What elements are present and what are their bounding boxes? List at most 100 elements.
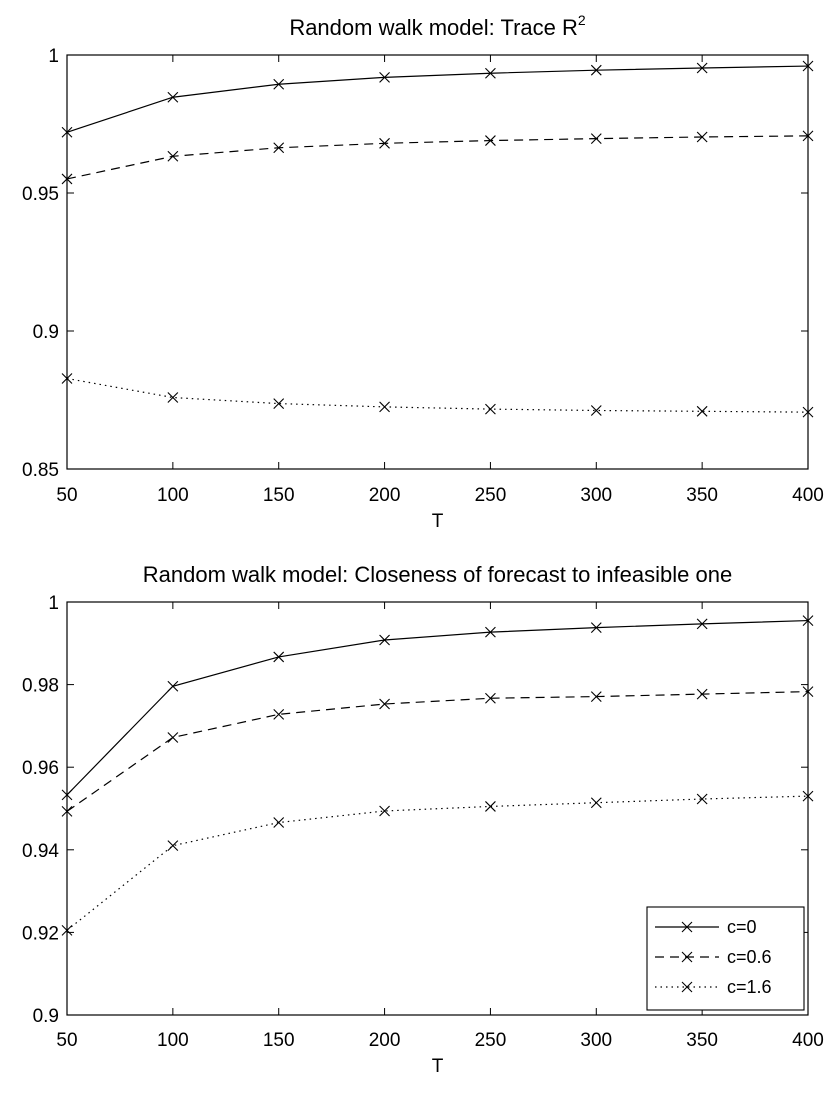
legend-label: c=1.6 xyxy=(727,977,772,997)
x-tick-label: 250 xyxy=(475,1030,507,1051)
data-point-marker xyxy=(379,137,390,149)
data-point-marker xyxy=(485,135,496,146)
data-point-marker xyxy=(379,805,390,817)
data-point-marker xyxy=(61,789,73,801)
data-point-marker xyxy=(696,618,708,630)
y-tick-label: 0.94 xyxy=(22,841,59,862)
y-tick-label: 0.92 xyxy=(22,923,59,944)
data-point-marker xyxy=(485,626,496,638)
y-tick-label: 1 xyxy=(48,593,59,614)
data-point-marker xyxy=(696,793,708,805)
data-point-marker xyxy=(590,797,602,809)
y-tick-label: 0.9 xyxy=(33,322,59,343)
x-tick-label: 150 xyxy=(263,485,295,506)
series-line xyxy=(66,691,809,812)
x-tick-label: 50 xyxy=(56,485,77,506)
series-line xyxy=(66,65,809,133)
x-axis-label: T xyxy=(432,511,444,532)
data-point-marker xyxy=(61,806,73,817)
x-tick-label: 400 xyxy=(792,1030,824,1051)
legend-label: c=0 xyxy=(727,917,757,937)
data-point-marker xyxy=(273,78,285,90)
data-point-marker xyxy=(590,64,602,76)
legend: c=0 c=0.6 c=1.6 xyxy=(646,906,805,1011)
data-point-marker xyxy=(273,817,285,828)
data-point-marker xyxy=(61,126,73,138)
y-tick-label: 0.95 xyxy=(22,184,59,205)
y-tick-label: 0.98 xyxy=(22,676,59,697)
plot-frame xyxy=(66,54,809,470)
data-point-marker xyxy=(681,921,693,933)
legend-box xyxy=(646,906,805,1011)
data-point-marker xyxy=(485,67,496,79)
chart-title: Random walk model: Trace R2 xyxy=(289,12,586,40)
data-point-marker xyxy=(681,951,693,963)
legend-label: c=0.6 xyxy=(727,947,772,967)
x-tick-label: 300 xyxy=(580,1030,612,1051)
data-point-marker xyxy=(590,133,602,145)
series-c=0 xyxy=(61,615,814,801)
x-tick-label: 300 xyxy=(580,485,612,506)
x-tick-label: 150 xyxy=(263,1030,295,1051)
data-point-marker xyxy=(273,142,285,154)
x-tick-label: 350 xyxy=(686,485,718,506)
x-tick-label: 350 xyxy=(686,1030,718,1051)
data-point-marker xyxy=(696,131,708,143)
series-c=0.6 xyxy=(61,686,814,817)
chart-title: Random walk model: Closeness of forecast… xyxy=(143,562,732,587)
data-point-marker xyxy=(167,392,179,403)
data-point-marker xyxy=(485,692,496,704)
x-axis-label: T xyxy=(432,1056,444,1077)
data-point-marker xyxy=(802,406,814,418)
data-point-marker xyxy=(802,615,814,626)
data-point-marker xyxy=(802,686,814,698)
chart-title-text: Random walk model: Closeness of forecast… xyxy=(143,562,732,587)
y-tick-label: 0.85 xyxy=(22,460,59,481)
y-tick-label: 0.96 xyxy=(22,758,59,779)
data-point-marker xyxy=(802,60,814,72)
chart-title-superscript: 2 xyxy=(578,12,586,28)
data-point-marker xyxy=(273,651,285,663)
chart-panel-2: Random walk model: Closeness of forecast… xyxy=(22,562,824,1077)
data-point-marker xyxy=(167,840,179,852)
series-line xyxy=(66,619,809,796)
data-point-marker xyxy=(696,405,708,417)
data-point-marker xyxy=(696,62,708,74)
data-point-marker xyxy=(681,981,693,993)
data-point-marker xyxy=(379,71,390,83)
data-point-marker xyxy=(379,634,390,646)
data-point-marker xyxy=(590,405,602,416)
data-point-marker xyxy=(273,398,285,409)
x-tick-label: 100 xyxy=(157,485,189,506)
x-tick-label: 200 xyxy=(369,485,401,506)
y-tick-label: 0.9 xyxy=(33,1006,59,1027)
data-point-marker xyxy=(802,790,814,802)
x-tick-label: 100 xyxy=(157,1030,189,1051)
data-point-marker xyxy=(61,924,73,936)
data-point-marker xyxy=(167,150,179,162)
x-tick-label: 200 xyxy=(369,1030,401,1051)
data-point-marker xyxy=(167,732,179,743)
series-line xyxy=(66,377,809,413)
chart-title-text: Random walk model: Trace R xyxy=(289,15,578,40)
data-point-marker xyxy=(590,691,602,702)
data-point-marker xyxy=(167,680,179,692)
series-c=1.6 xyxy=(61,790,814,936)
series-c=0.6 xyxy=(61,130,814,185)
data-point-marker xyxy=(590,622,602,633)
x-tick-label: 50 xyxy=(56,1030,77,1051)
data-point-marker xyxy=(61,373,73,384)
data-point-marker xyxy=(802,130,814,142)
data-point-marker xyxy=(696,688,708,700)
y-tick-label: 1 xyxy=(48,46,59,67)
series-c=1.6 xyxy=(61,373,814,418)
series-c=0 xyxy=(61,60,814,138)
series-line xyxy=(66,135,809,180)
data-point-marker xyxy=(61,173,73,185)
x-tick-label: 400 xyxy=(792,485,824,506)
data-point-marker xyxy=(167,91,179,103)
data-point-marker xyxy=(485,403,496,415)
data-point-marker xyxy=(379,698,390,710)
